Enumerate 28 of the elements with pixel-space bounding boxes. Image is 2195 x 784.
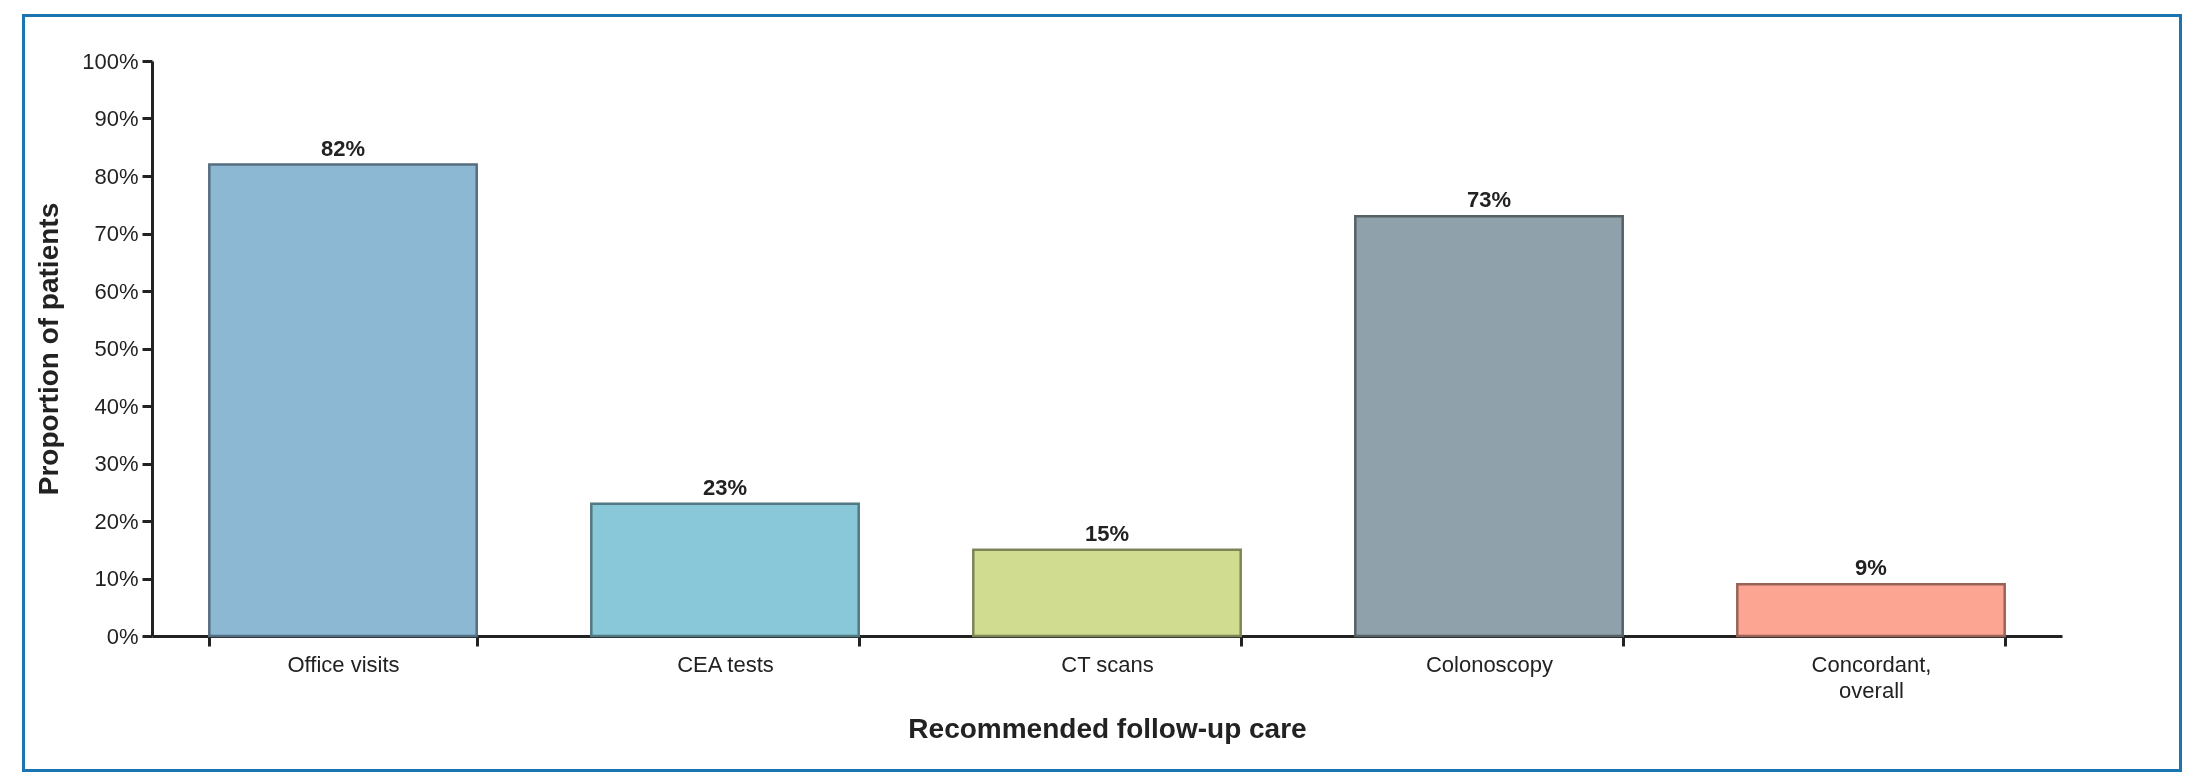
x-tick-label: Concordant, overall xyxy=(1811,651,1932,703)
x-tick-label: CT scans xyxy=(1061,651,1154,677)
bar xyxy=(1736,583,2006,638)
y-tick-label: 40% xyxy=(94,393,139,419)
y-tick-label: 0% xyxy=(106,623,139,649)
data-label: 15% xyxy=(1084,520,1130,546)
data-label: 23% xyxy=(702,474,748,500)
bar xyxy=(1354,215,1624,638)
y-tick-label: 100% xyxy=(82,48,139,74)
x-tick-label: Colonoscopy xyxy=(1425,651,1554,677)
x-axis-title: Recommended follow-up care xyxy=(908,712,1307,744)
y-tick-label: 60% xyxy=(94,278,139,304)
bar xyxy=(590,502,860,638)
y-tick-label: 80% xyxy=(94,163,139,189)
data-label: 73% xyxy=(1466,187,1512,213)
y-tick-label: 10% xyxy=(94,566,139,591)
y-tick-label: 30% xyxy=(94,451,139,476)
bar xyxy=(972,548,1242,638)
x-tick-label: Office visits xyxy=(287,651,400,677)
bar xyxy=(208,163,478,638)
y-tick-label: 20% xyxy=(94,508,139,534)
x-tick-label: CEA tests xyxy=(677,651,774,677)
y-axis-title: Proportion of patients xyxy=(33,202,65,496)
y-tick-label: 90% xyxy=(94,106,139,131)
y-tick-label: 70% xyxy=(94,221,139,246)
data-label: 82% xyxy=(320,135,366,161)
y-tick-label: 50% xyxy=(94,336,139,361)
data-label: 9% xyxy=(1855,555,1887,581)
